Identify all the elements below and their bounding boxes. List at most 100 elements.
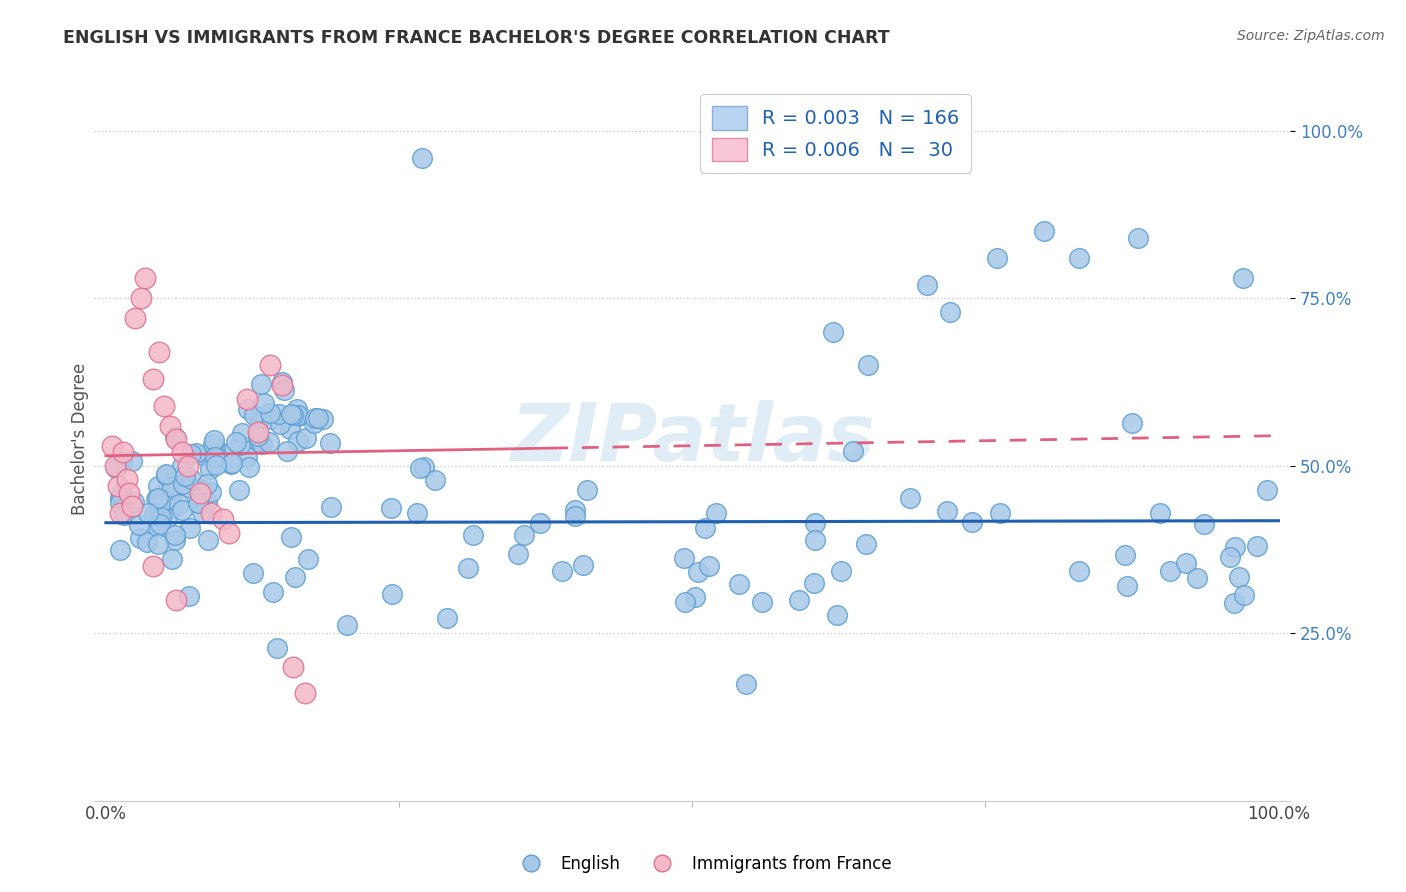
Point: [165, 592, 187, 607]
Point: [177, 458, 200, 473]
Point: [1174, 556, 1197, 570]
Point: [283, 408, 305, 422]
Point: [149, 510, 172, 524]
Point: [825, 608, 848, 623]
Point: [284, 570, 307, 584]
Point: [108, 543, 131, 558]
Point: [153, 493, 176, 508]
Point: [129, 292, 152, 306]
Point: [457, 561, 479, 575]
Point: [898, 491, 921, 505]
Point: [155, 467, 177, 482]
Point: [146, 491, 169, 505]
Point: [205, 458, 228, 473]
Point: [197, 533, 219, 547]
Point: [735, 677, 758, 691]
Point: [201, 437, 224, 451]
Point: [187, 496, 209, 510]
Point: [253, 396, 276, 410]
Point: [302, 416, 325, 430]
Point: [267, 407, 290, 421]
Point: [160, 552, 183, 566]
Point: [380, 500, 402, 515]
Point: [170, 458, 193, 473]
Point: [165, 533, 187, 547]
Point: [136, 506, 159, 520]
Point: [697, 558, 720, 573]
Point: [915, 278, 938, 293]
Point: [110, 487, 132, 501]
Point: [405, 506, 427, 520]
Point: [513, 528, 536, 542]
Point: [238, 459, 260, 474]
Point: [198, 462, 221, 476]
Point: [162, 480, 184, 494]
Point: [177, 480, 200, 494]
Point: [307, 411, 329, 425]
Point: [165, 430, 187, 444]
Point: [564, 503, 586, 517]
Point: [172, 477, 194, 491]
Point: [235, 392, 257, 406]
Point: [988, 506, 1011, 520]
Point: [236, 450, 259, 464]
Point: [179, 521, 201, 535]
Point: [673, 550, 696, 565]
Point: [423, 473, 446, 487]
Point: [100, 439, 122, 453]
Text: Source: ZipAtlas.com: Source: ZipAtlas.com: [1237, 29, 1385, 43]
Point: [165, 432, 187, 446]
Point: [170, 445, 193, 459]
Point: [108, 496, 131, 510]
Point: [159, 418, 181, 433]
Point: [243, 408, 266, 422]
Point: [146, 537, 169, 551]
Legend: English, Immigrants from France: English, Immigrants from France: [508, 848, 898, 880]
Point: [204, 450, 226, 464]
Point: [551, 564, 574, 578]
Point: [212, 512, 235, 526]
Point: [148, 478, 170, 492]
Point: [238, 401, 260, 416]
Point: [118, 485, 141, 500]
Point: [280, 407, 302, 421]
Point: [167, 497, 190, 511]
Point: [804, 533, 827, 548]
Point: [104, 458, 127, 473]
Point: [312, 412, 335, 426]
Point: [506, 547, 529, 561]
Point: [156, 484, 179, 499]
Point: [186, 446, 208, 460]
Point: [821, 325, 844, 339]
Point: [271, 375, 294, 389]
Point: [108, 491, 131, 505]
Point: [1223, 596, 1246, 610]
Point: [262, 584, 284, 599]
Point: [259, 406, 281, 420]
Point: [1159, 564, 1181, 578]
Point: [228, 483, 250, 497]
Point: [259, 359, 281, 373]
Point: [149, 516, 172, 531]
Point: [297, 551, 319, 566]
Point: [142, 559, 165, 574]
Point: [1223, 540, 1246, 554]
Point: [704, 506, 727, 520]
Point: [962, 515, 984, 529]
Y-axis label: Bachelor's Degree: Bachelor's Degree: [72, 363, 89, 516]
Point: [172, 503, 194, 517]
Point: [1067, 252, 1090, 266]
Point: [111, 455, 134, 469]
Point: [1219, 550, 1241, 565]
Point: [150, 495, 173, 509]
Point: [939, 305, 962, 319]
Point: [121, 499, 143, 513]
Point: [1114, 548, 1136, 562]
Point: [1149, 506, 1171, 520]
Point: [1256, 483, 1278, 497]
Point: [180, 447, 202, 461]
Point: [124, 311, 146, 326]
Point: [269, 417, 291, 431]
Point: [936, 504, 959, 518]
Point: [108, 506, 131, 520]
